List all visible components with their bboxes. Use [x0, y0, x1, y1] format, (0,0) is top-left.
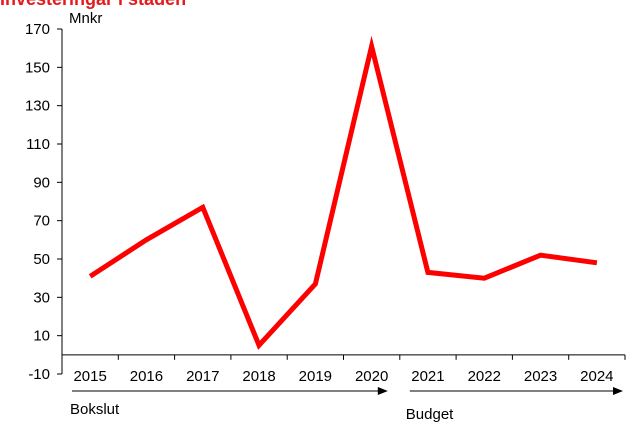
x-tick-label: 2015: [73, 368, 106, 385]
y-tick-label: 150: [25, 59, 50, 76]
x-tick-label: 2017: [186, 368, 219, 385]
series-line: [88, 35, 598, 350]
period-arrow-head: [613, 387, 623, 395]
y-tick-label: 30: [33, 289, 50, 306]
y-tick-label: 90: [33, 174, 50, 191]
series-layer: [88, 35, 598, 350]
y-unit-label: Mnkr: [69, 10, 102, 27]
period-annotations: Bokslut Budget: [70, 387, 623, 423]
y-tick-label: 110: [26, 136, 50, 153]
x-axis-ticks: 2015 2016 2017 2018 2019 2020 2021 2022 2023 2024: [61, 354, 626, 385]
chart-title: Investeringar i staden: [0, 0, 186, 10]
x-tick-label: 2023: [524, 368, 557, 385]
x-tick-label: 2020: [355, 368, 388, 385]
y-tick-label: 130: [25, 98, 50, 115]
x-tick-label: 2018: [242, 368, 275, 385]
x-tick-label: 2021: [411, 368, 444, 385]
y-tick-label: 170: [25, 21, 50, 38]
period-label: Budget: [406, 406, 454, 423]
x-tick-label: 2022: [468, 368, 501, 385]
y-tick-label: -10: [28, 366, 50, 383]
x-tick-label: 2016: [130, 368, 163, 385]
y-tick-label: 70: [33, 213, 50, 230]
y-tick-label: 50: [33, 251, 50, 268]
axes: [61, 29, 625, 374]
y-axis-ticks: -10 10 30 50 70 90 110 130 150 170 Mnkr: [25, 10, 102, 383]
x-tick-label: 2019: [299, 368, 332, 385]
period-label: Bokslut: [70, 401, 120, 418]
period-arrow-head: [377, 387, 388, 395]
y-tick-label: 10: [33, 328, 50, 345]
x-tick-label: 2024: [580, 368, 613, 385]
